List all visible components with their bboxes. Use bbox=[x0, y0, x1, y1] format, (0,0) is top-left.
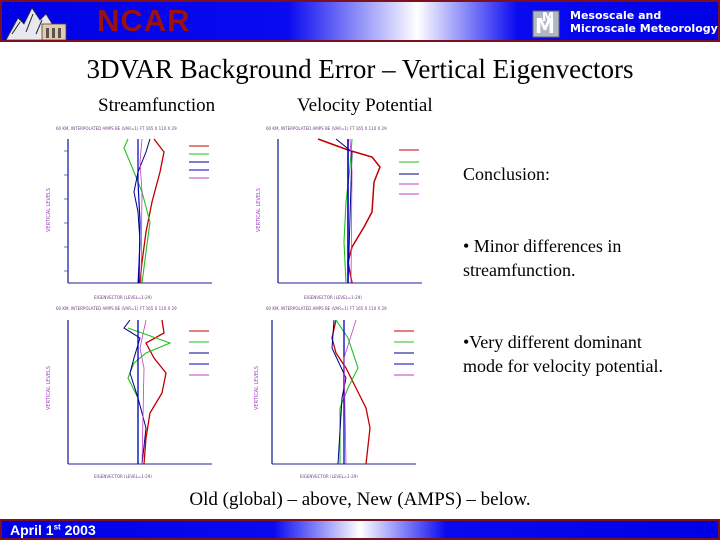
svg-text:EIGENVECTOR (LEVEL=1-29): EIGENVECTOR (LEVEL=1-29) bbox=[94, 474, 152, 478]
svg-text:M: M bbox=[542, 10, 554, 24]
header-banner: NCAR M M Mesoscale and Microscale Meteor… bbox=[0, 0, 720, 42]
svg-text:60 KM, INTERPOLATED AMPS BE (V: 60 KM, INTERPOLATED AMPS BE (VAR=1) FT 1… bbox=[56, 126, 177, 131]
svg-text:VERTICAL LEVELS: VERTICAL LEVELS bbox=[256, 188, 262, 232]
mountain-logo-icon bbox=[6, 7, 67, 40]
chart-old-velocity-potential: 60 KM, INTERPOLATED AMPS BE (VAR=1) FT 1… bbox=[256, 126, 422, 300]
streamfunction-heading: Streamfunction bbox=[98, 95, 216, 116]
division-name: Mesoscale and Microscale Meteorology bbox=[570, 9, 718, 35]
org-name: NCAR bbox=[97, 3, 191, 38]
date-suffix-ordinal: st bbox=[53, 522, 61, 532]
date-year: 2003 bbox=[60, 522, 96, 538]
svg-text:EIGENVECTOR (LEVEL=1-29): EIGENVECTOR (LEVEL=1-29) bbox=[94, 295, 152, 300]
division-line-1: Mesoscale and bbox=[570, 9, 662, 22]
svg-text:VERTICAL LEVELS: VERTICAL LEVELS bbox=[254, 366, 260, 410]
date-prefix: April 1 bbox=[10, 522, 54, 538]
svg-text:VERTICAL LEVELS: VERTICAL LEVELS bbox=[46, 366, 52, 410]
conclusion-bullet-2: •Very different dominant mode for veloci… bbox=[463, 332, 663, 376]
slide-title: 3DVAR Background Error – Vertical Eigenv… bbox=[86, 54, 634, 84]
footer-banner: April 1st 2003 bbox=[0, 519, 720, 540]
svg-text:M: M bbox=[535, 14, 555, 38]
chart-new-streamfunction: 60 KM, INTERPOLATED AMPS BE (VAR=1) FT 1… bbox=[46, 306, 212, 478]
svg-text:VERTICAL LEVELS: VERTICAL LEVELS bbox=[46, 188, 52, 232]
svg-text:60 KM, INTERPOLATED AMPS BE (V: 60 KM, INTERPOLATED AMPS BE (VAR=1) FT 1… bbox=[266, 306, 387, 311]
svg-text:EIGENVECTOR (LEVEL=1-29): EIGENVECTOR (LEVEL=1-29) bbox=[300, 474, 358, 478]
chart-old-streamfunction: 60 KM, INTERPOLATED AMPS BE (VAR=1) FT 1… bbox=[46, 126, 212, 300]
mmm-cube-logo-icon: M M bbox=[532, 10, 560, 38]
velocity-potential-heading: Velocity Potential bbox=[297, 95, 433, 116]
division-line-2: Microscale Meteorology bbox=[570, 22, 718, 35]
figure-caption: Old (global) – above, New (AMPS) – below… bbox=[189, 489, 531, 510]
conclusion-bullet-1: • Minor differences in streamfunction. bbox=[463, 236, 622, 280]
svg-text:60 KM, INTERPOLATED AMPS BE (V: 60 KM, INTERPOLATED AMPS BE (VAR=1) FT 1… bbox=[56, 306, 177, 311]
svg-text:60 KM, INTERPOLATED AMPS BE (V: 60 KM, INTERPOLATED AMPS BE (VAR=1) FT 1… bbox=[266, 126, 387, 131]
conclusion-heading: Conclusion: bbox=[463, 164, 551, 184]
presentation-date: April 1st 2003 bbox=[10, 522, 96, 538]
svg-text:EIGENVECTOR (LEVEL=1-29): EIGENVECTOR (LEVEL=1-29) bbox=[304, 295, 362, 300]
chart-new-velocity-potential: 60 KM, INTERPOLATED AMPS BE (VAR=1) FT 1… bbox=[254, 306, 416, 478]
